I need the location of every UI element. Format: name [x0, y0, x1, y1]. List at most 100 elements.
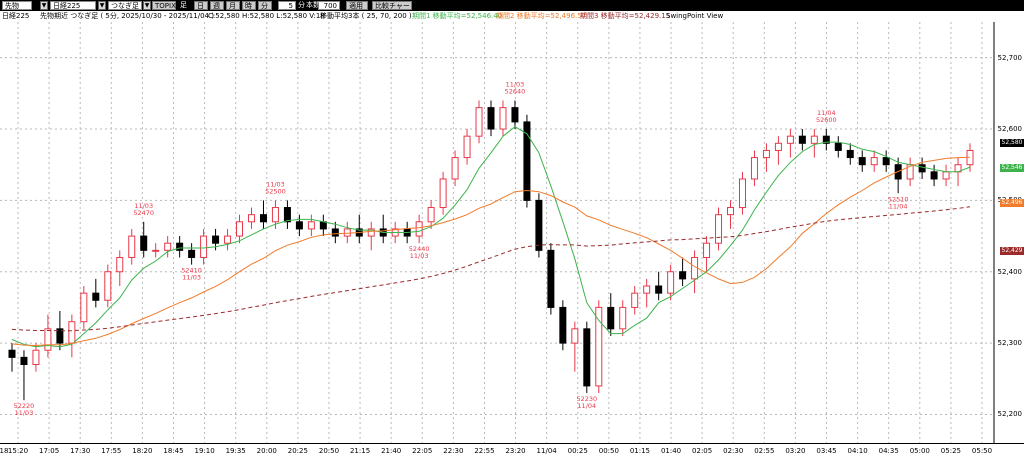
candle-body — [619, 306, 627, 330]
y-price-tag: 52,580 — [1000, 139, 1024, 148]
x-tick-label: 20:50 — [318, 447, 340, 455]
candle-body — [164, 242, 172, 251]
candle-body — [870, 157, 878, 166]
x-tick-label: 01:15 — [629, 447, 651, 455]
candle-body — [595, 306, 603, 387]
period-button-week[interactable]: 週 — [210, 1, 224, 10]
swing-point-price: 11/04 — [889, 202, 908, 210]
candle-body — [559, 306, 567, 344]
candle-body — [703, 242, 711, 258]
x-tick-label: 15:20 — [7, 447, 29, 455]
swing-point-date: 11/04 — [817, 109, 836, 117]
x-tick-label: 03:45 — [816, 447, 837, 455]
product-dropdown-icon[interactable]: ▼ — [40, 1, 48, 10]
info-ma1: 期間1 移動平均=52,546.40 — [412, 12, 503, 20]
candle-body — [224, 235, 232, 244]
candle-body — [331, 228, 339, 237]
period-button-month[interactable]: 月 — [226, 1, 240, 10]
info-ohlc: C:52,580 H:52,580 L:52,580 V:18 — [208, 12, 325, 20]
candle-body — [643, 285, 651, 294]
product-select[interactable]: 先物 — [2, 1, 32, 10]
contract-dropdown-icon[interactable]: ▼ — [143, 1, 151, 10]
candle-body — [116, 256, 124, 273]
index-select[interactable]: 日経225 — [50, 1, 96, 10]
x-tick-label: 02:55 — [754, 447, 775, 455]
candle-body — [68, 321, 76, 344]
interval-unit: 分 — [298, 1, 305, 9]
apply-button[interactable]: 適用 — [346, 1, 368, 10]
candle-body — [367, 228, 375, 237]
candle-body — [80, 292, 88, 323]
candle-body — [343, 228, 351, 237]
x-tick-label: 11/04 — [536, 447, 557, 455]
interval-input[interactable]: 5 — [278, 1, 296, 10]
info-ma2: 期間2 移動平均=52,496.57 — [496, 12, 587, 20]
swing-point-price: 11/03 — [410, 252, 429, 260]
chart-area[interactable]: 52220 11/03 11/03 52470 52410 11/03 11/03 52500… — [0, 22, 1024, 443]
info-ma3: 期間3 移動平均=52,429.15 — [580, 12, 671, 20]
candle-body — [715, 214, 723, 244]
candle-body — [439, 178, 447, 209]
candle-body — [535, 199, 543, 251]
candle-body — [679, 271, 687, 280]
info-ma-label: 移動平均3本 ( 25, 70, 200 ) — [320, 12, 412, 20]
candle-body — [427, 207, 435, 223]
x-tick-label: 23:20 — [505, 447, 526, 455]
count-input[interactable]: 700 — [318, 1, 340, 10]
candle-body — [750, 157, 758, 180]
period-button-day[interactable]: 日 — [194, 1, 208, 10]
x-tick-label: 05:50 — [971, 447, 993, 455]
period-button-hour[interactable]: 時 — [242, 1, 256, 10]
candle-body — [942, 171, 950, 180]
candle-body — [810, 135, 818, 144]
x-tick-label: 05:00 — [909, 447, 930, 455]
candle-body — [8, 349, 16, 358]
swing-point-price: 52640 — [505, 87, 526, 95]
period-button-minute[interactable]: 分 — [258, 1, 272, 10]
candle-body — [882, 157, 890, 166]
candle-body — [667, 271, 675, 294]
candle-body — [858, 157, 866, 166]
swing-point-date: 52230 — [576, 395, 597, 403]
swing-point-price: 52470 — [133, 209, 154, 217]
x-tick-label: 17:30 — [70, 447, 91, 455]
candle-body — [523, 121, 531, 201]
x-tick-label: 18:20 — [132, 447, 153, 455]
index-dropdown-icon[interactable]: ▼ — [98, 1, 106, 10]
x-tick-label: 17:05 — [39, 447, 60, 455]
y-price-tag: 52,496 — [1000, 199, 1024, 208]
candle-body — [56, 328, 64, 344]
y-tick-label: 52,300 — [997, 339, 1023, 348]
candle-body — [188, 249, 196, 258]
ma200-line — [11, 206, 971, 332]
y-price-tag: 52,429 — [1000, 247, 1024, 256]
x-tick-label: 00:50 — [598, 447, 619, 455]
x-tick-label: 03:20 — [785, 447, 806, 455]
candle-body — [283, 207, 291, 223]
y-tick-label: 52,600 — [997, 125, 1023, 134]
compare-chart-button[interactable]: 比較チャート — [372, 1, 417, 10]
x-tick-label: 19:35 — [225, 447, 246, 455]
candle-body — [259, 214, 267, 223]
x-tick-label: 21:40 — [381, 447, 402, 455]
swing-point-date: 11/03 — [266, 180, 285, 188]
contract-select[interactable]: つなぎ足 — [108, 1, 142, 10]
x-tick-label: 04:35 — [878, 447, 899, 455]
candle-body — [307, 221, 315, 230]
x-tick-label: 04:10 — [847, 447, 868, 455]
candle-body — [212, 235, 220, 244]
candlestick-plot[interactable]: 5222011/0311/03524705241011/0311/0352500… — [0, 22, 1024, 443]
reverse-button[interactable]: TOPIX — [152, 1, 176, 10]
candle-body — [140, 235, 148, 251]
x-tick-label: 02:30 — [723, 447, 744, 455]
x-axis: 18 15:20 17:05 17:30 17:55 18:20 18:45 19:10 19:… — [0, 443, 1024, 458]
candle-body — [247, 214, 255, 223]
